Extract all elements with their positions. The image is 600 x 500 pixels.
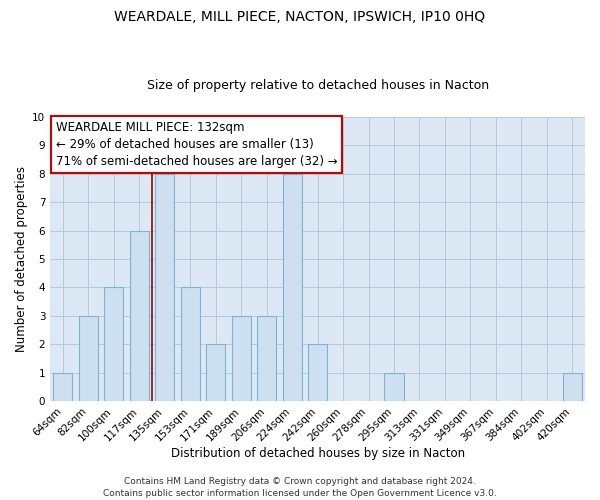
Bar <box>79 316 98 401</box>
Bar <box>308 344 327 401</box>
Bar <box>155 174 175 401</box>
Bar <box>53 372 73 401</box>
Bar <box>104 288 124 401</box>
Bar <box>232 316 251 401</box>
Text: Contains HM Land Registry data © Crown copyright and database right 2024.
Contai: Contains HM Land Registry data © Crown c… <box>103 476 497 498</box>
Bar <box>563 372 582 401</box>
Bar <box>385 372 404 401</box>
Bar <box>283 174 302 401</box>
Text: WEARDALE, MILL PIECE, NACTON, IPSWICH, IP10 0HQ: WEARDALE, MILL PIECE, NACTON, IPSWICH, I… <box>115 10 485 24</box>
Title: Size of property relative to detached houses in Nacton: Size of property relative to detached ho… <box>146 79 488 92</box>
X-axis label: Distribution of detached houses by size in Nacton: Distribution of detached houses by size … <box>170 447 464 460</box>
Bar <box>130 230 149 401</box>
Y-axis label: Number of detached properties: Number of detached properties <box>15 166 28 352</box>
Bar <box>206 344 225 401</box>
Bar <box>181 288 200 401</box>
Text: WEARDALE MILL PIECE: 132sqm
← 29% of detached houses are smaller (13)
71% of sem: WEARDALE MILL PIECE: 132sqm ← 29% of det… <box>56 121 337 168</box>
Bar <box>257 316 276 401</box>
